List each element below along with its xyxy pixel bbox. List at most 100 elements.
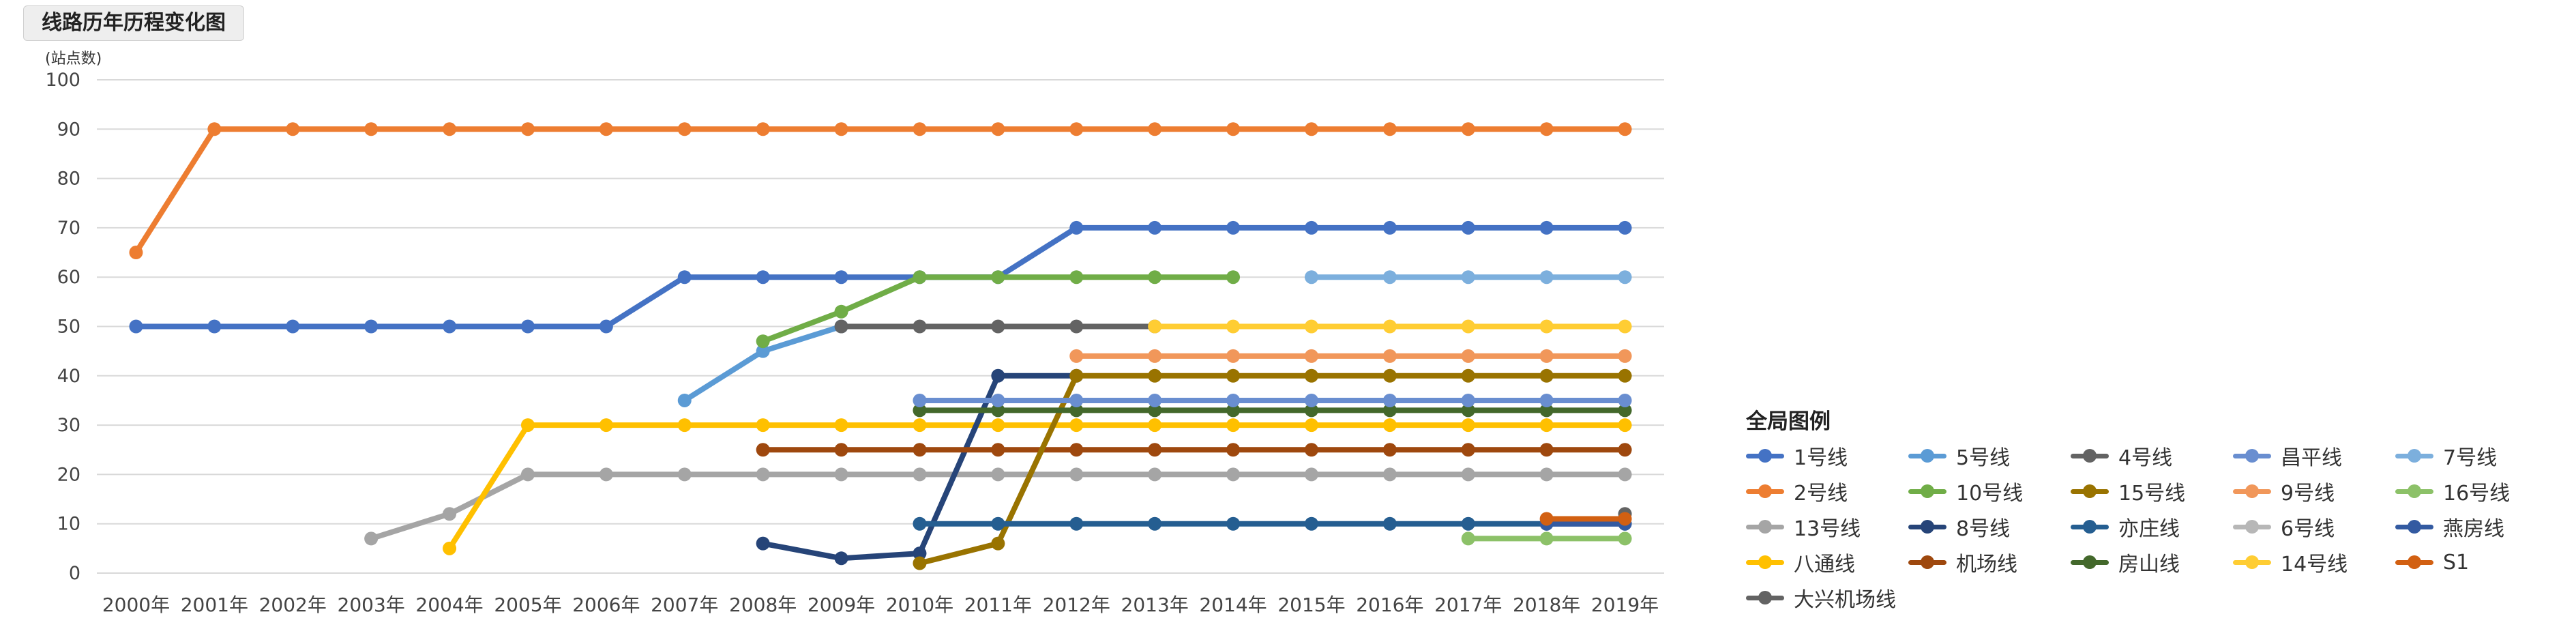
legend-swatch [2233,448,2271,463]
legend-marker [2245,484,2259,498]
series-line [364,467,1632,546]
legend-item: 16号线 [2395,478,2511,506]
data-point [1148,516,1162,531]
data-point [1148,220,1162,235]
data-point [207,319,222,334]
data-point [1304,403,1318,418]
data-point [1618,349,1632,363]
data-point [1148,393,1162,407]
data-point [1461,418,1475,433]
legend-item: 6号线 [2233,513,2335,541]
legend-item: 4号线 [2071,442,2172,470]
data-point [1069,270,1084,285]
data-point [1148,368,1162,383]
data-point [1226,220,1241,235]
data-point [1148,122,1162,136]
data-point [1304,122,1318,136]
x-tick-label: 2001年 [181,594,248,616]
y-tick-label: 50 [57,317,80,338]
series-line [756,270,1241,349]
y-tick-label: 30 [57,415,80,436]
legend-item: 昌平线 [2233,442,2342,470]
data-point [834,443,848,457]
x-tick-label: 2019年 [1591,594,1659,616]
data-point [1226,403,1241,418]
legend-label: 13号线 [1794,517,1861,541]
legend-marker [1921,519,1934,534]
legend-item: 房山线 [2071,549,2180,577]
y-tick-label: 40 [57,366,80,387]
legend-swatch [1908,555,1946,569]
data-point [1304,349,1318,363]
data-point [1618,443,1632,457]
legend-swatch [2395,484,2433,498]
data-point [1461,349,1475,363]
data-point [1382,349,1397,363]
legend-item: S1 [2395,549,2469,576]
y-tick-label: 80 [57,169,80,190]
data-point [1382,368,1397,383]
legend-label: 16号线 [2443,482,2511,506]
data-point [1618,270,1632,285]
data-point [834,418,848,433]
series-line [1304,270,1632,285]
data-point [913,443,927,457]
series-lines [129,122,1632,570]
series-path [133,126,1628,256]
data-point [1226,467,1241,482]
data-point [1226,270,1241,285]
legend-marker [1758,448,1772,463]
data-point [286,122,300,136]
data-point [1226,368,1241,383]
data-point [1148,349,1162,363]
data-point [1618,512,1632,526]
y-axis-unit-label: (站点数) [45,50,102,68]
data-point [1069,443,1084,457]
data-point [129,246,143,260]
data-point [599,319,613,334]
data-point [599,418,613,433]
data-point [677,467,692,482]
data-point [207,122,222,136]
legend-marker [1758,590,1772,604]
data-point [834,319,848,334]
series-line [1461,531,1632,546]
data-point [913,403,927,418]
data-point [1539,443,1554,457]
legend-marker [1758,555,1772,569]
data-point [834,122,848,136]
data-point [1461,220,1475,235]
data-point [1382,270,1397,285]
data-point [991,467,1005,482]
data-point [991,516,1005,531]
x-axis-ticks: 2000年 2001年 2002年 2003年 2004年 2005年 2006年 2007年… [102,594,1659,616]
data-point [756,418,770,433]
legend-swatch [2395,519,2433,534]
legend-swatch [1908,448,1946,463]
data-point [1539,270,1554,285]
data-point [991,122,1005,136]
data-point [991,319,1005,334]
x-tick-label: 2015年 [1277,594,1345,616]
data-point [599,122,613,136]
legend-swatch [1746,590,1784,604]
legend-label: 1号线 [1794,446,1848,470]
x-tick-label: 2013年 [1121,594,1189,616]
data-point [677,393,692,407]
legend-swatch [1746,448,1784,463]
data-point [1461,270,1475,285]
data-point [1069,516,1084,531]
data-point [1304,270,1318,285]
x-tick-label: 2014年 [1199,594,1267,616]
data-point [599,467,613,482]
data-point [913,319,927,334]
data-point [364,531,379,546]
data-point [1226,393,1241,407]
data-point [1539,368,1554,383]
x-tick-label: 2006年 [572,594,640,616]
legend-label: 燕房线 [2443,517,2504,541]
data-point [1618,418,1632,433]
data-point [1461,319,1475,334]
legend-swatch [1746,555,1784,569]
